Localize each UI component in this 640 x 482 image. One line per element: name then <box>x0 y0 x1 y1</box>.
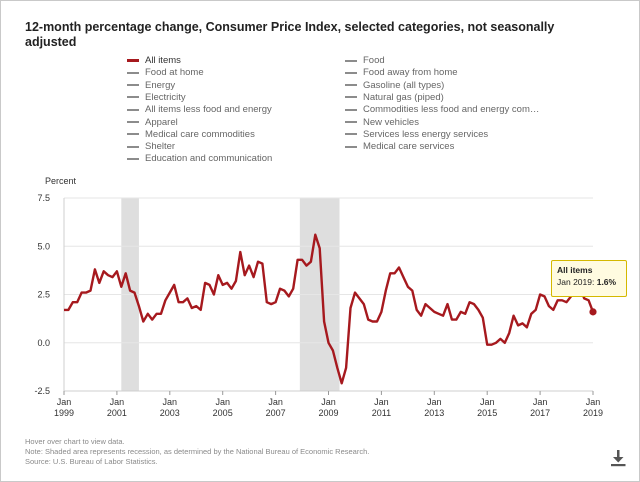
x-tick-month: Jan <box>163 397 178 407</box>
legend-label: All items <box>145 55 181 66</box>
x-tick-month: Jan <box>480 397 495 407</box>
legend-swatch <box>345 96 357 99</box>
x-tick-month: Jan <box>533 397 548 407</box>
x-tick-month: Jan <box>215 397 230 407</box>
legend-item[interactable]: Medical care commodities <box>127 129 255 140</box>
legend-item[interactable]: All items <box>127 55 181 66</box>
x-tick-year: 2005 <box>213 408 233 418</box>
x-tick-year: 2007 <box>266 408 286 418</box>
legend-item[interactable]: Electricity <box>127 92 186 103</box>
x-tick-year: 2017 <box>530 408 550 418</box>
legend-item[interactable]: Shelter <box>127 141 175 152</box>
legend-label: Food at home <box>145 67 204 79</box>
x-tick-month: Jan <box>321 397 336 407</box>
legend-item[interactable]: Medical care services <box>345 141 454 152</box>
legend-swatch <box>127 96 139 99</box>
chart-title: 12-month percentage change, Consumer Pri… <box>25 20 555 49</box>
legend-swatch <box>127 121 139 123</box>
x-tick-year: 1999 <box>54 408 74 418</box>
legend-swatch <box>127 157 139 160</box>
x-tick-year: 2001 <box>107 408 127 418</box>
x-tick-month: Jan <box>268 397 283 407</box>
legend-swatch <box>345 108 357 111</box>
x-tick-year: 2019 <box>583 408 603 418</box>
legend-label: Medical care commodities <box>145 128 255 140</box>
tooltip-value: 1.6% <box>596 277 617 287</box>
x-tick-month: Jan <box>57 397 72 407</box>
source-note: Source: U.S. Bureau of Labor Statistics. <box>25 457 158 466</box>
y-tick-label: 7.5 <box>37 193 50 203</box>
legend-swatch <box>345 121 357 123</box>
legend-item[interactable]: New vehicles <box>345 117 419 128</box>
legend-label: Gasoline (all types) <box>363 79 445 91</box>
y-tick-label: 2.5 <box>37 290 50 300</box>
legend-item[interactable]: Gasoline (all types) <box>345 80 444 91</box>
legend-label: Services less energy services <box>363 128 489 140</box>
chart-notes: Hover over chart to view data. Note: Sha… <box>25 437 369 467</box>
y-tick-label: 0.0 <box>37 338 50 348</box>
legend-label: Food <box>363 55 385 66</box>
legend-label: Apparel <box>145 116 178 128</box>
legend-item[interactable]: Education and communication <box>127 153 272 164</box>
x-tick-month: Jan <box>427 397 442 407</box>
legend-swatch <box>345 84 357 87</box>
legend-item[interactable]: All items less food and energy <box>127 104 272 115</box>
x-tick-year: 2011 <box>372 408 391 418</box>
legend-item[interactable]: Food away from home <box>345 67 458 78</box>
legend-swatch <box>345 71 357 74</box>
x-tick-month: Jan <box>110 397 125 407</box>
highlighted-point <box>589 308 597 316</box>
y-tick-label: -2.5 <box>34 386 50 396</box>
legend-item[interactable]: Food <box>345 55 385 66</box>
data-tooltip: All items Jan 2019: 1.6% <box>551 260 627 297</box>
legend-label: Shelter <box>145 141 176 153</box>
y-tick-label: 5.0 <box>37 241 50 251</box>
legend-swatch <box>127 133 139 136</box>
hover-hint: Hover over chart to view data. <box>25 437 125 446</box>
legend-swatch <box>127 145 139 148</box>
legend-swatch <box>127 108 139 111</box>
tooltip-value-line: Jan 2019: 1.6% <box>557 276 621 288</box>
legend-label: New vehicles <box>363 116 419 128</box>
legend-item[interactable]: Services less energy services <box>345 129 488 140</box>
legend-label: Education and communication <box>145 153 273 165</box>
x-tick-year: 2009 <box>318 408 338 418</box>
legend-label: Electricity <box>145 91 186 103</box>
legend-swatch <box>345 145 357 148</box>
legend-label: Energy <box>145 79 176 91</box>
legend-swatch <box>127 71 139 74</box>
legend-label: Commodities less food and energy com… <box>363 104 540 116</box>
legend-item[interactable]: Natural gas (piped) <box>345 92 444 103</box>
legend-item[interactable]: Food at home <box>127 67 204 78</box>
x-tick-year: 2015 <box>477 408 497 418</box>
tooltip-title: All items <box>557 265 593 275</box>
legend-swatch <box>127 84 139 87</box>
tooltip-date: Jan 2019: <box>557 277 595 287</box>
recession-note: Note: Shaded area represents recession, … <box>25 447 370 456</box>
legend-label: Natural gas (piped) <box>363 91 444 103</box>
x-tick-month: Jan <box>374 397 389 407</box>
legend-swatch <box>345 133 357 136</box>
legend-swatch <box>127 59 139 62</box>
x-tick-year: 2003 <box>160 408 180 418</box>
download-icon[interactable] <box>610 449 626 467</box>
x-tick-month: Jan <box>586 397 601 407</box>
legend-swatch <box>345 59 357 62</box>
legend-item[interactable]: Commodities less food and energy com… <box>345 104 539 115</box>
legend-label: All items less food and energy <box>145 104 272 116</box>
legend-item[interactable]: Apparel <box>127 117 178 128</box>
legend-item[interactable]: Energy <box>127 80 175 91</box>
x-tick-year: 2013 <box>424 408 444 418</box>
legend-label: Medical care services <box>363 141 455 153</box>
y-axis-label: Percent <box>45 176 77 186</box>
series-line-all-items <box>64 233 595 385</box>
legend-label: Food away from home <box>363 67 458 79</box>
